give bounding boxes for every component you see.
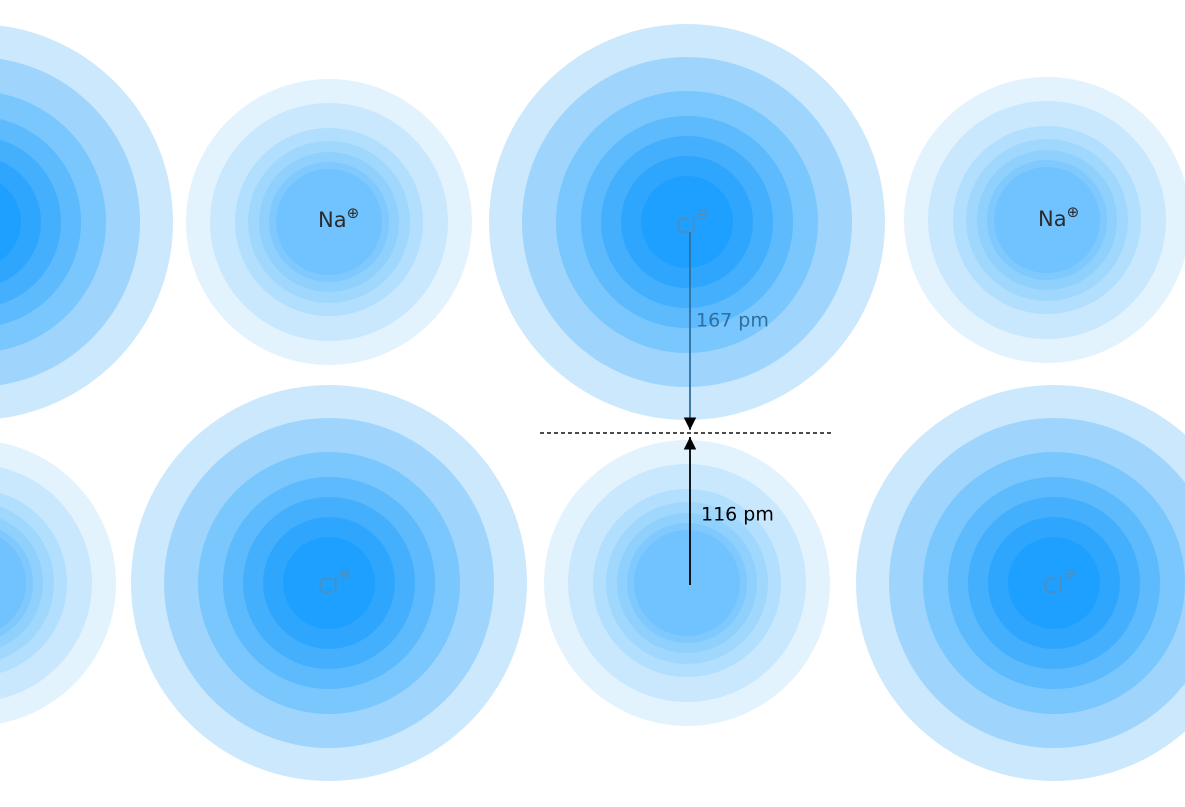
charge: ⊕ xyxy=(1067,203,1080,221)
sphere-shell xyxy=(1008,537,1100,629)
measurement-label: 116 pm xyxy=(701,504,774,526)
charge: ⊕ xyxy=(347,204,360,222)
ion-label: Cl⊖ xyxy=(676,205,709,239)
spheres xyxy=(0,24,1185,781)
symbol: Na xyxy=(318,208,347,232)
symbol: Cl xyxy=(1043,574,1064,598)
ion-label: Cl⊖ xyxy=(1043,565,1076,599)
ion-label: Na⊕ xyxy=(1038,203,1079,232)
sphere-shell xyxy=(0,183,21,261)
ion-label: Cl⊖ xyxy=(318,565,351,599)
symbol: Cl xyxy=(676,214,697,238)
sphere-shell xyxy=(0,537,26,629)
symbol: Na xyxy=(1038,207,1067,231)
charge: ⊖ xyxy=(1064,565,1077,583)
sphere-shell xyxy=(994,167,1100,273)
sphere-shell xyxy=(276,169,382,275)
sphere-shell xyxy=(634,530,740,636)
sphere-shell xyxy=(283,537,375,629)
symbol: Cl xyxy=(318,574,339,598)
charge: ⊖ xyxy=(697,205,710,223)
charge: ⊖ xyxy=(339,565,352,583)
sphere-shell xyxy=(641,176,733,268)
ion-label: Na⊕ xyxy=(318,204,359,233)
measurement-label: 167 pm xyxy=(696,310,769,332)
